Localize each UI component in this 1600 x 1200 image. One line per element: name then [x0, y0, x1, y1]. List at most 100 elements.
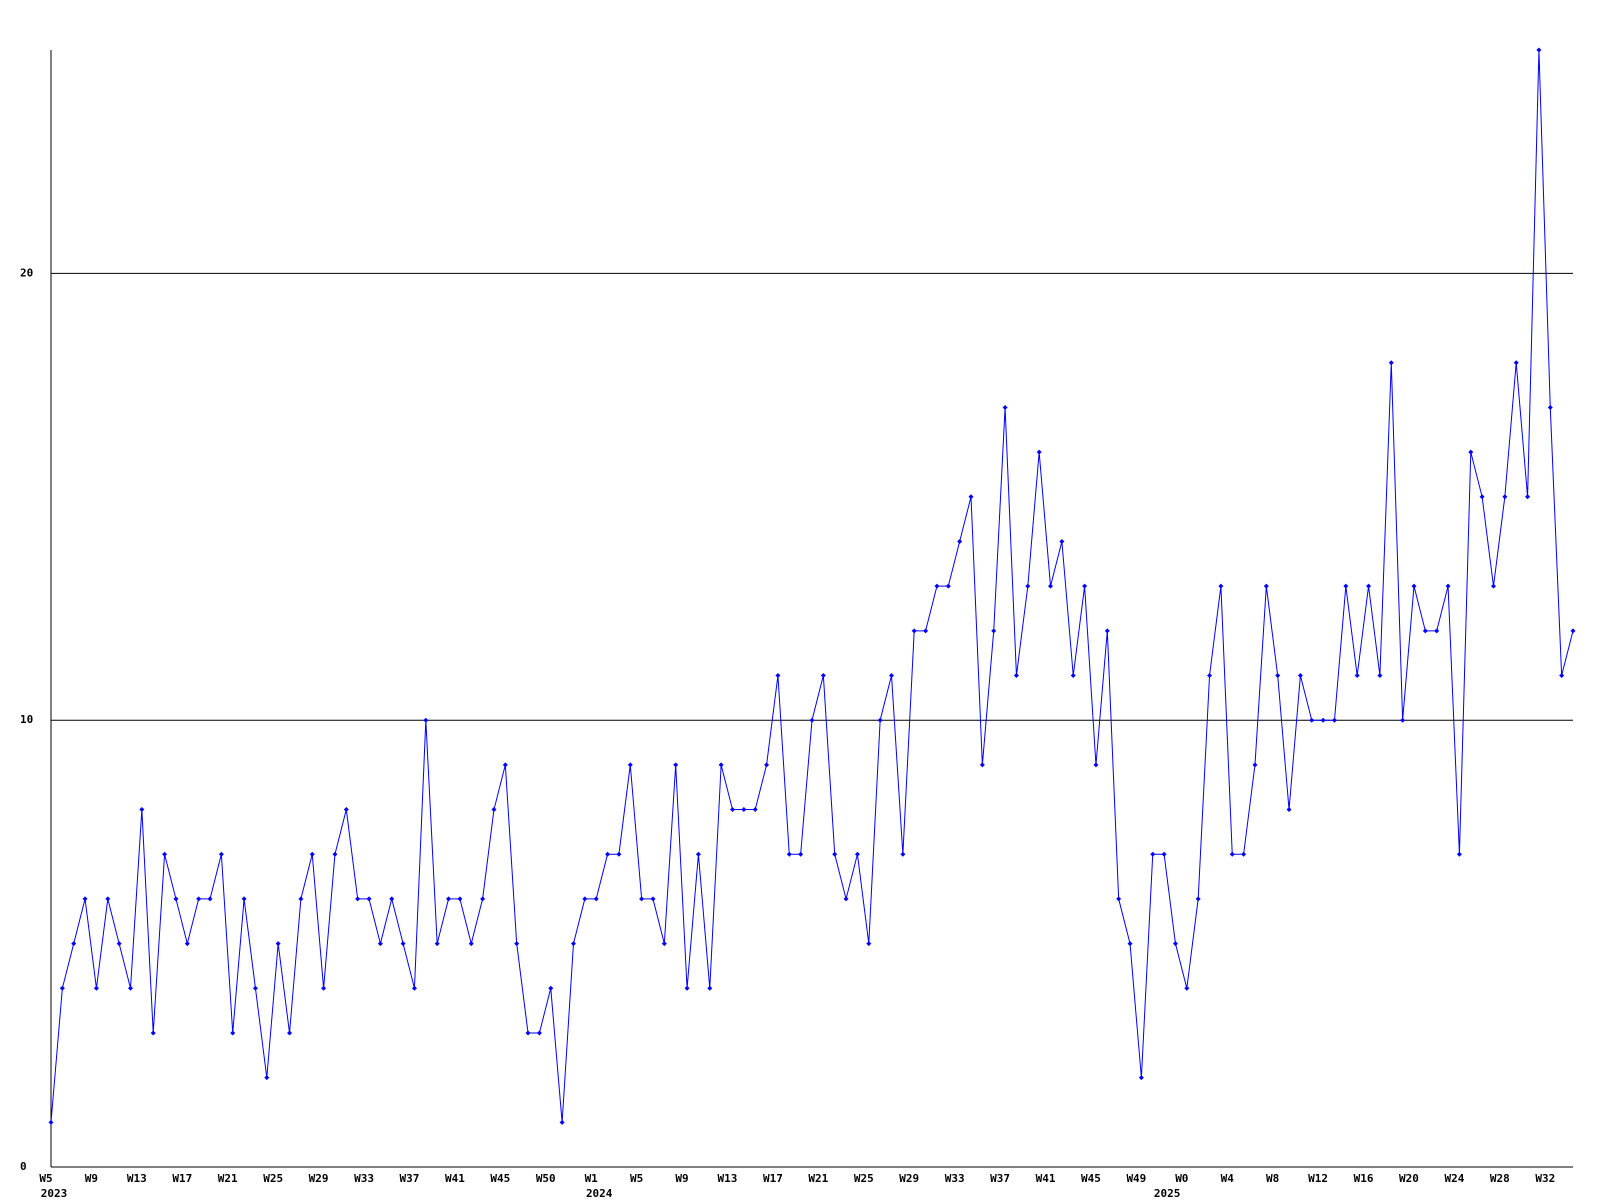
data-point	[1354, 673, 1360, 679]
data-point	[1297, 673, 1303, 679]
x-tick-label: W13	[718, 1172, 738, 1185]
data-point	[1434, 628, 1440, 634]
data-point	[1195, 896, 1201, 902]
data-point	[1388, 360, 1394, 366]
data-point	[1138, 1075, 1144, 1081]
data-point	[196, 896, 202, 902]
data-point	[559, 1119, 565, 1125]
data-point	[820, 673, 826, 679]
x-tick-label: W45	[490, 1172, 510, 1185]
data-point	[968, 494, 974, 500]
x-tick-label: W17	[172, 1172, 192, 1185]
data-point	[343, 807, 349, 813]
data-point	[423, 717, 429, 723]
data-point	[877, 717, 883, 723]
data-point	[1229, 851, 1235, 857]
data-point	[1013, 673, 1019, 679]
x-tick-label: W0	[1175, 1172, 1188, 1185]
data-point	[389, 896, 395, 902]
data-point	[218, 851, 224, 857]
data-point	[1161, 851, 1167, 857]
data-point	[854, 851, 860, 857]
data-point	[1445, 583, 1451, 589]
x-tick-label: W29	[899, 1172, 919, 1185]
x-tick-label: W37	[990, 1172, 1010, 1185]
data-point	[1252, 762, 1258, 768]
data-point	[900, 851, 906, 857]
data-point	[991, 628, 997, 634]
data-point	[355, 896, 361, 902]
data-point	[1422, 628, 1428, 634]
year-label: 2023	[41, 1187, 68, 1200]
x-tick-label: W16	[1354, 1172, 1374, 1185]
x-tick-label: W32	[1535, 1172, 1555, 1185]
data-point	[741, 807, 747, 813]
data-point	[275, 941, 281, 947]
data-point	[1377, 673, 1383, 679]
data-point	[252, 985, 258, 991]
x-tick-label: W12	[1308, 1172, 1328, 1185]
data-point	[548, 985, 554, 991]
data-point	[729, 807, 735, 813]
data-point	[1525, 494, 1531, 500]
x-tick-label: W28	[1490, 1172, 1510, 1185]
data-point	[707, 985, 713, 991]
data-point	[798, 851, 804, 857]
x-tick-label: W29	[309, 1172, 329, 1185]
data-point	[128, 985, 134, 991]
data-point	[1502, 494, 1508, 500]
x-tick-label: W1	[585, 1172, 599, 1185]
x-tick-label: W20	[1399, 1172, 1419, 1185]
data-point	[673, 762, 679, 768]
data-point	[1400, 717, 1406, 723]
data-point	[786, 851, 792, 857]
data-point	[446, 896, 452, 902]
data-point	[832, 851, 838, 857]
x-tick-label: W17	[763, 1172, 783, 1185]
data-point	[866, 941, 872, 947]
y-tick-label: 10	[20, 713, 33, 726]
data-point	[1002, 404, 1008, 410]
x-tick-label: W25	[263, 1172, 283, 1185]
data-point	[684, 985, 690, 991]
y-tick-label: 20	[20, 266, 33, 279]
x-tick-label: W33	[945, 1172, 965, 1185]
data-point	[605, 851, 611, 857]
data-point	[923, 628, 929, 634]
data-point	[775, 673, 781, 679]
x-tick-label: W9	[85, 1172, 98, 1185]
data-point	[1320, 717, 1326, 723]
data-point	[298, 896, 304, 902]
data-point	[480, 896, 486, 902]
data-point	[525, 1030, 531, 1036]
data-point	[1513, 360, 1519, 366]
data-point	[48, 1119, 54, 1125]
data-point	[184, 941, 190, 947]
x-tick-label: W37	[400, 1172, 420, 1185]
data-point	[514, 941, 520, 947]
data-point	[661, 941, 667, 947]
data-point	[162, 851, 168, 857]
x-tick-label: W8	[1266, 1172, 1279, 1185]
data-point	[1456, 851, 1462, 857]
data-point	[1536, 47, 1542, 53]
data-point	[1559, 673, 1565, 679]
data-point	[93, 985, 99, 991]
data-point	[457, 896, 463, 902]
data-point	[1479, 494, 1485, 500]
data-point	[809, 717, 815, 723]
data-point	[468, 941, 474, 947]
data-point	[434, 941, 440, 947]
data-point	[945, 583, 951, 589]
data-point	[1127, 941, 1133, 947]
data-point	[1275, 673, 1281, 679]
data-point	[1172, 941, 1178, 947]
x-tick-label: W24	[1444, 1172, 1464, 1185]
x-tick-label: W4	[1221, 1172, 1235, 1185]
data-point	[377, 941, 383, 947]
data-point	[59, 985, 65, 991]
x-tick-label: W45	[1081, 1172, 1101, 1185]
data-point	[502, 762, 508, 768]
x-tick-label: W13	[127, 1172, 147, 1185]
